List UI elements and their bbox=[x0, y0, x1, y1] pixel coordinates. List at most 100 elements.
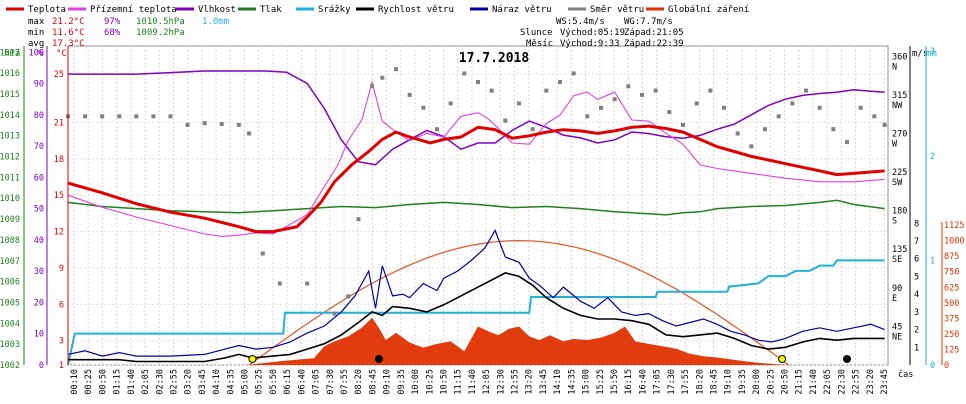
x-tick-label: 03:20 bbox=[184, 369, 194, 395]
x-tick-label: 02:05 bbox=[141, 369, 151, 395]
sunrise: Východ:05:19 bbox=[560, 28, 625, 38]
wind-direction-point bbox=[503, 118, 508, 123]
hpa-tick-label: 1008 bbox=[0, 236, 20, 246]
wm2-tick-label: 375 bbox=[944, 314, 959, 324]
pct-tick-label: 0 bbox=[39, 361, 44, 371]
mm-tick-label: 0 bbox=[930, 361, 935, 371]
ms2-tick-label: 5 bbox=[914, 272, 919, 282]
hpa-tick-label: 1007 bbox=[0, 257, 20, 267]
dir-tick-label: NW bbox=[892, 101, 903, 111]
x-tick-label: 14:10 bbox=[553, 369, 563, 395]
dir-tick-label: 225 bbox=[892, 168, 907, 178]
wm2-tick-label: 1000 bbox=[944, 237, 964, 247]
wind-direction-point bbox=[831, 127, 836, 132]
x-tick-label: 08:20 bbox=[354, 369, 364, 395]
wind-direction-point bbox=[763, 127, 767, 132]
x-tick-label: 06:15 bbox=[283, 369, 293, 395]
legend-label: Přízemní teplota bbox=[90, 5, 177, 15]
wind-direction-point bbox=[858, 105, 863, 110]
moonset: Západ:22:39 bbox=[624, 39, 684, 49]
pressure-line bbox=[67, 199, 885, 216]
x-tick-label: 13:45 bbox=[539, 369, 549, 395]
hpa-tick-label: 1005 bbox=[0, 298, 20, 308]
x-tick-label: 23:45 bbox=[880, 369, 890, 395]
hpa-tick-label: 1015 bbox=[0, 90, 20, 100]
yellow-dot bbox=[248, 355, 257, 363]
wind-direction-point bbox=[435, 127, 439, 132]
black-dot bbox=[374, 355, 383, 363]
stat-value: 97% bbox=[104, 17, 121, 27]
hpa-tick-label: 1010 bbox=[0, 194, 20, 204]
pct-tick-label: 70 bbox=[34, 142, 44, 152]
stat-label: min bbox=[28, 28, 44, 38]
pct-tick-label: 90 bbox=[34, 80, 44, 90]
x-tick-label: 20:00 bbox=[752, 369, 762, 395]
wind-direction-point bbox=[681, 122, 685, 127]
wind-direction-point bbox=[277, 281, 282, 286]
radiation-area bbox=[68, 317, 885, 365]
wind-direction-point bbox=[749, 144, 754, 149]
x-tick-label: 22:05 bbox=[823, 369, 833, 395]
x-tick-label: 18:20 bbox=[695, 369, 705, 395]
x-tick-label: 04:35 bbox=[226, 369, 236, 395]
wind-direction-point bbox=[394, 67, 398, 72]
hpa-tick-label: 1009 bbox=[0, 215, 20, 225]
mm-tick-label: 1 bbox=[930, 256, 935, 266]
wind-direction-point bbox=[722, 105, 726, 110]
ws-value: WS:5.4m/s bbox=[556, 17, 605, 27]
x-tick-label: 12:05 bbox=[482, 369, 492, 395]
temperature-line bbox=[67, 124, 885, 234]
dir-tick-label: 180 bbox=[892, 207, 907, 217]
wind-direction-point bbox=[882, 122, 887, 127]
wind-direction-point bbox=[185, 122, 190, 127]
stat-value: 68% bbox=[104, 28, 121, 38]
wind-direction-point bbox=[134, 114, 139, 119]
wind-direction-point bbox=[708, 88, 713, 93]
legend-label: Rychlost větru bbox=[378, 5, 454, 15]
dir-tick-label: 315 bbox=[892, 91, 907, 101]
stat-value: 1.0mm bbox=[202, 17, 229, 27]
pct-tick-label: 100 bbox=[29, 48, 44, 58]
wind-direction-point bbox=[305, 281, 310, 286]
wind-direction-point bbox=[117, 114, 122, 119]
x-tick-label: 11:40 bbox=[468, 369, 478, 395]
hpa-unit: hPa bbox=[4, 49, 20, 59]
wind-direction-point bbox=[489, 88, 494, 93]
pct-tick-label: 80 bbox=[34, 111, 44, 121]
wm2-tick-label: 500 bbox=[944, 299, 959, 309]
sunset: Západ:21:05 bbox=[624, 28, 684, 38]
x-tick-label: 04:10 bbox=[212, 369, 222, 395]
mm-tick-label: 2 bbox=[930, 152, 935, 162]
ms2-tick-label: 1 bbox=[914, 343, 919, 353]
ms2-tick-label: 4 bbox=[914, 290, 919, 300]
degc-tick-label: 6 bbox=[59, 300, 64, 310]
x-tick-label: 09:10 bbox=[383, 369, 393, 395]
hpa-tick-label: 1006 bbox=[0, 278, 20, 288]
degc-tick-label: 15 bbox=[54, 191, 64, 201]
stat-value: 1009.2hPa bbox=[136, 28, 185, 38]
wind-direction-point bbox=[356, 217, 361, 222]
degc-tick-label: 18 bbox=[54, 155, 64, 165]
wind-direction-point bbox=[845, 140, 849, 145]
pct-tick-label: 40 bbox=[34, 236, 44, 246]
x-tick-label: 15:50 bbox=[610, 369, 620, 395]
wind-direction-point bbox=[804, 88, 808, 93]
yellow-dot bbox=[778, 355, 787, 363]
legend-label: Směr větru bbox=[590, 5, 644, 15]
ms2-tick-label: 7 bbox=[914, 237, 919, 247]
wind-direction-point bbox=[219, 122, 224, 127]
x-tick-label: 14:35 bbox=[567, 369, 577, 395]
x-tick-label: 01:15 bbox=[113, 369, 123, 395]
wind-direction-point bbox=[168, 114, 173, 119]
wind-direction-point bbox=[640, 92, 644, 97]
wind-direction-point bbox=[626, 84, 631, 89]
x-tick-label: 09:35 bbox=[397, 369, 407, 395]
wind-direction-point bbox=[83, 114, 88, 119]
dir-tick-label: 45 bbox=[892, 322, 902, 332]
humidity-line bbox=[68, 70, 885, 166]
stat-label: max bbox=[28, 17, 45, 27]
legend-label: Globální záření bbox=[668, 5, 749, 15]
x-tick-label: 10:25 bbox=[425, 369, 435, 395]
wind-direction-point bbox=[653, 88, 658, 93]
